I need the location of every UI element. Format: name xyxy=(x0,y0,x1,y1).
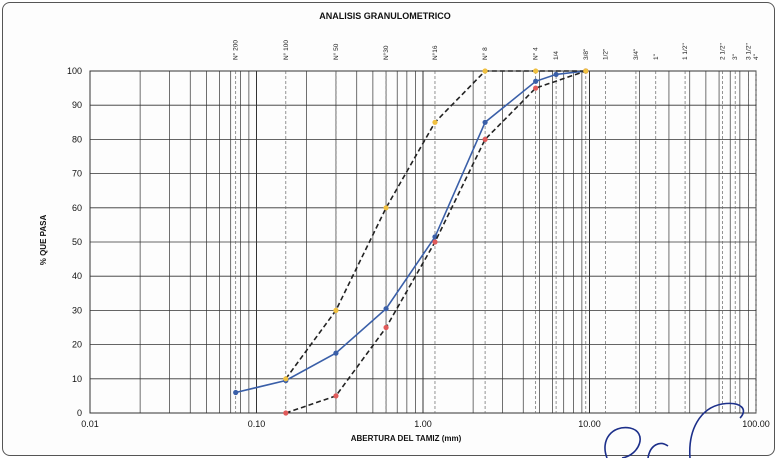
data-point xyxy=(533,85,539,91)
data-point xyxy=(553,71,559,78)
handwritten-signature xyxy=(604,402,745,458)
y-tick-label: 10 xyxy=(72,374,82,384)
data-point xyxy=(432,239,438,245)
data-point xyxy=(383,306,389,312)
sieve-label: N° 50 xyxy=(332,43,340,60)
data-point xyxy=(283,376,289,382)
data-point xyxy=(383,324,389,331)
sieve-label: N° 200 xyxy=(232,40,240,60)
y-tick-label: 60 xyxy=(72,203,82,213)
tick-labels: 0 10 20 30 40 50 60 70 80 90 100 0.01 0.10 1.00 10.00 1… xyxy=(67,66,770,429)
sieve-label: 4" xyxy=(753,53,760,60)
sieve-label: 3" xyxy=(732,53,739,60)
sieve-label: 1 1/2" xyxy=(682,43,689,60)
sieve-label: N° 4 xyxy=(532,47,540,60)
x-tick-label: 1.00 xyxy=(414,419,432,429)
chart-title: ANALISIS GRANULOMETRICO xyxy=(319,11,451,21)
sieve-label: 1/2" xyxy=(603,48,610,60)
sieve-label: 3/8" xyxy=(583,48,590,60)
y-tick-label: 30 xyxy=(72,305,82,315)
sieve-label: N° 8 xyxy=(481,47,489,60)
x-tick-label: 100.00 xyxy=(742,419,770,429)
sieve-label: N°30 xyxy=(382,45,390,60)
y-tick-label: 20 xyxy=(72,340,82,350)
x-tick-label: 10.00 xyxy=(578,419,601,429)
sieve-label: 3/4" xyxy=(633,48,640,60)
series-line-3 xyxy=(285,70,586,380)
data-point xyxy=(482,119,488,125)
data-point xyxy=(283,410,289,416)
sieve-label: 1" xyxy=(653,53,660,60)
y-tick-label: 80 xyxy=(72,134,82,144)
data-point xyxy=(482,68,488,74)
sieve-label: 1/4 xyxy=(553,51,560,60)
sieve-label: N°16 xyxy=(431,45,439,60)
data-point xyxy=(583,68,589,74)
data-point xyxy=(533,78,539,84)
data-point xyxy=(432,119,438,125)
x-tick-label: 0.10 xyxy=(248,419,266,429)
x-axis-label: ABERTURA DEL TAMIZ (mm) xyxy=(351,434,462,443)
y-tick-label: 50 xyxy=(72,237,82,247)
y-tick-label: 0 xyxy=(77,408,82,418)
data-point xyxy=(482,136,488,142)
sieve-reference-lines: N° 200 N° 100 N° 50 N°30 N°16 N° 8 N° 4 1/4 3/8"… xyxy=(232,40,760,413)
series-group xyxy=(233,68,589,416)
y-tick-label: 100 xyxy=(67,66,82,76)
y-tick-label: 90 xyxy=(72,100,82,110)
x-tick-label: 0.01 xyxy=(81,419,99,429)
sieve-label: 2 1/2" xyxy=(720,43,727,60)
data-point xyxy=(533,68,539,74)
y-tick-label: 70 xyxy=(72,169,82,179)
data-point xyxy=(383,205,389,211)
data-point xyxy=(233,389,239,396)
data-point xyxy=(333,350,339,356)
y-axis-label: % QUE PASA xyxy=(39,215,48,266)
data-point xyxy=(333,307,339,313)
data-point xyxy=(333,393,339,399)
grid xyxy=(89,70,757,414)
sieve-label: 3 1/2" xyxy=(745,43,752,60)
sieve-label: N° 100 xyxy=(282,40,290,60)
y-tick-label: 40 xyxy=(72,271,82,281)
